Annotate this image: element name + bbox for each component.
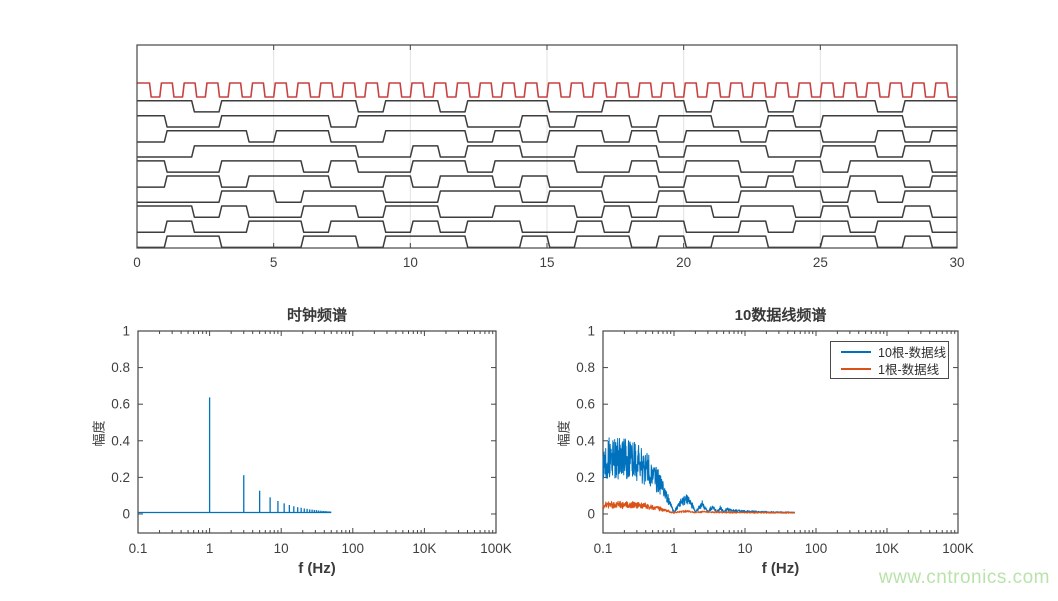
svg-text:25: 25 <box>813 255 828 270</box>
watermark: www.cntronics.com <box>878 567 1050 588</box>
legend-item-10-lines: 10根-数据线 <box>841 343 946 360</box>
legend-label: 1根-数据线 <box>878 363 940 377</box>
svg-text:0.6: 0.6 <box>576 397 595 412</box>
svg-text:20: 20 <box>676 255 691 270</box>
svg-text:10K: 10K <box>412 541 436 556</box>
legend-label: 10根-数据线 <box>878 346 947 360</box>
svg-text:0.4: 0.4 <box>576 433 595 448</box>
svg-text:10K: 10K <box>875 541 899 556</box>
svg-text:1: 1 <box>206 541 214 556</box>
clock-spectrum-title: 时钟频谱 <box>286 307 347 324</box>
svg-text:0.2: 0.2 <box>111 470 130 485</box>
svg-text:1: 1 <box>122 324 130 339</box>
svg-text:0: 0 <box>122 506 130 521</box>
svg-text:0: 0 <box>587 506 595 521</box>
clock-spectrum-ylabel: 幅度 <box>91 420 107 447</box>
svg-text:5: 5 <box>270 255 278 270</box>
data-spectrum-ylabel: 幅度 <box>556 420 572 447</box>
svg-text:0.4: 0.4 <box>111 433 130 448</box>
svg-text:100K: 100K <box>480 541 512 556</box>
legend: 10根-数据线 1根-数据线 <box>830 341 949 379</box>
svg-text:0.2: 0.2 <box>576 470 595 485</box>
svg-text:1: 1 <box>670 541 678 556</box>
legend-item-1-line: 1根-数据线 <box>841 360 940 377</box>
svg-text:10: 10 <box>737 541 752 556</box>
svg-text:0.8: 0.8 <box>576 360 595 375</box>
clock-spectrum-xlabel: f (Hz) <box>298 560 336 577</box>
svg-text:10: 10 <box>274 541 289 556</box>
legend-line-blue-swatch <box>841 350 871 353</box>
svg-text:100K: 100K <box>942 541 974 556</box>
svg-text:0.8: 0.8 <box>111 360 130 375</box>
svg-text:0.1: 0.1 <box>129 541 148 556</box>
svg-text:30: 30 <box>949 255 964 270</box>
svg-text:0: 0 <box>133 255 141 270</box>
data-spectrum-title: 10数据线频谱 <box>734 307 827 324</box>
svg-text:100: 100 <box>805 541 828 556</box>
legend-line-orange-swatch <box>841 367 871 370</box>
svg-text:100: 100 <box>342 541 365 556</box>
svg-text:1: 1 <box>587 324 595 339</box>
svg-text:10: 10 <box>403 255 418 270</box>
data-spectrum-xlabel: f (Hz) <box>761 560 800 577</box>
svg-text:15: 15 <box>539 255 554 270</box>
svg-text:0.6: 0.6 <box>111 397 130 412</box>
svg-text:0.1: 0.1 <box>594 541 613 556</box>
